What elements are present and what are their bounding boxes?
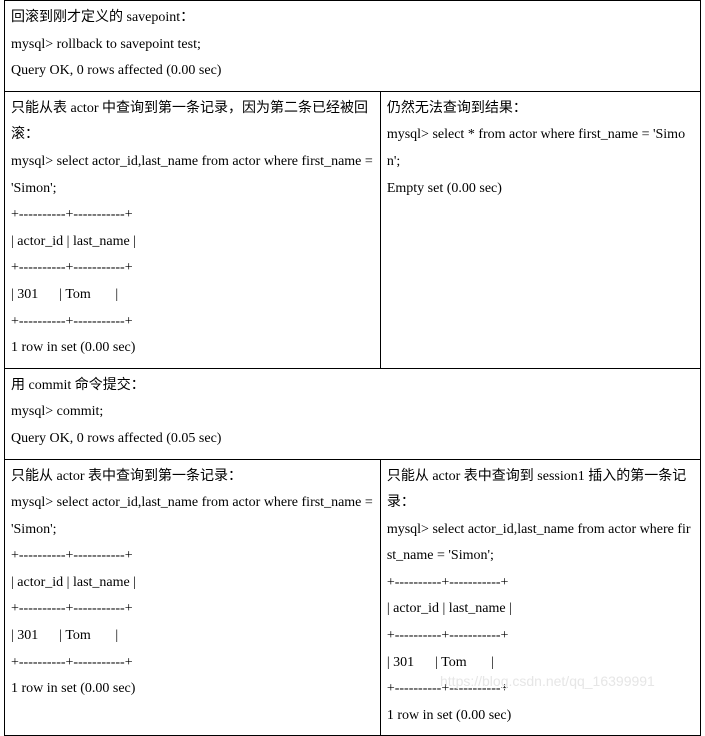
cell-after-commit-left: 只能从 actor 表中查询到第一条记录： mysql> select acto… xyxy=(5,459,381,736)
cell-after-rollback-right: 仍然无法查询到结果： mysql> select * from actor wh… xyxy=(380,91,700,368)
cell-text: 用 commit 命令提交： mysql> commit; Query OK, … xyxy=(11,373,694,453)
cell-commit: 用 commit 命令提交： mysql> commit; Query OK, … xyxy=(5,368,701,459)
comparison-table: 回滚到刚才定义的 savepoint： mysql> rollback to s… xyxy=(4,0,701,736)
table-row: 回滚到刚才定义的 savepoint： mysql> rollback to s… xyxy=(5,1,701,92)
table-row: 用 commit 命令提交： mysql> commit; Query OK, … xyxy=(5,368,701,459)
cell-after-commit-right: 只能从 actor 表中查询到 session1 插入的第一条记录： mysql… xyxy=(380,459,700,736)
cell-text: 只能从表 actor 中查询到第一条记录，因为第二条已经被回滚： mysql> … xyxy=(11,96,374,362)
cell-rollback: 回滚到刚才定义的 savepoint： mysql> rollback to s… xyxy=(5,1,701,92)
cell-after-rollback-left: 只能从表 actor 中查询到第一条记录，因为第二条已经被回滚： mysql> … xyxy=(5,91,381,368)
cell-text: 仍然无法查询到结果： mysql> select * from actor wh… xyxy=(387,96,694,202)
table-row: 只能从 actor 表中查询到第一条记录： mysql> select acto… xyxy=(5,459,701,736)
table-row: 只能从表 actor 中查询到第一条记录，因为第二条已经被回滚： mysql> … xyxy=(5,91,701,368)
cell-text: 只能从 actor 表中查询到 session1 插入的第一条记录： mysql… xyxy=(387,464,694,730)
cell-text: 只能从 actor 表中查询到第一条记录： mysql> select acto… xyxy=(11,464,374,703)
page-container: 回滚到刚才定义的 savepoint： mysql> rollback to s… xyxy=(0,0,705,736)
cell-text: 回滚到刚才定义的 savepoint： mysql> rollback to s… xyxy=(11,5,694,85)
